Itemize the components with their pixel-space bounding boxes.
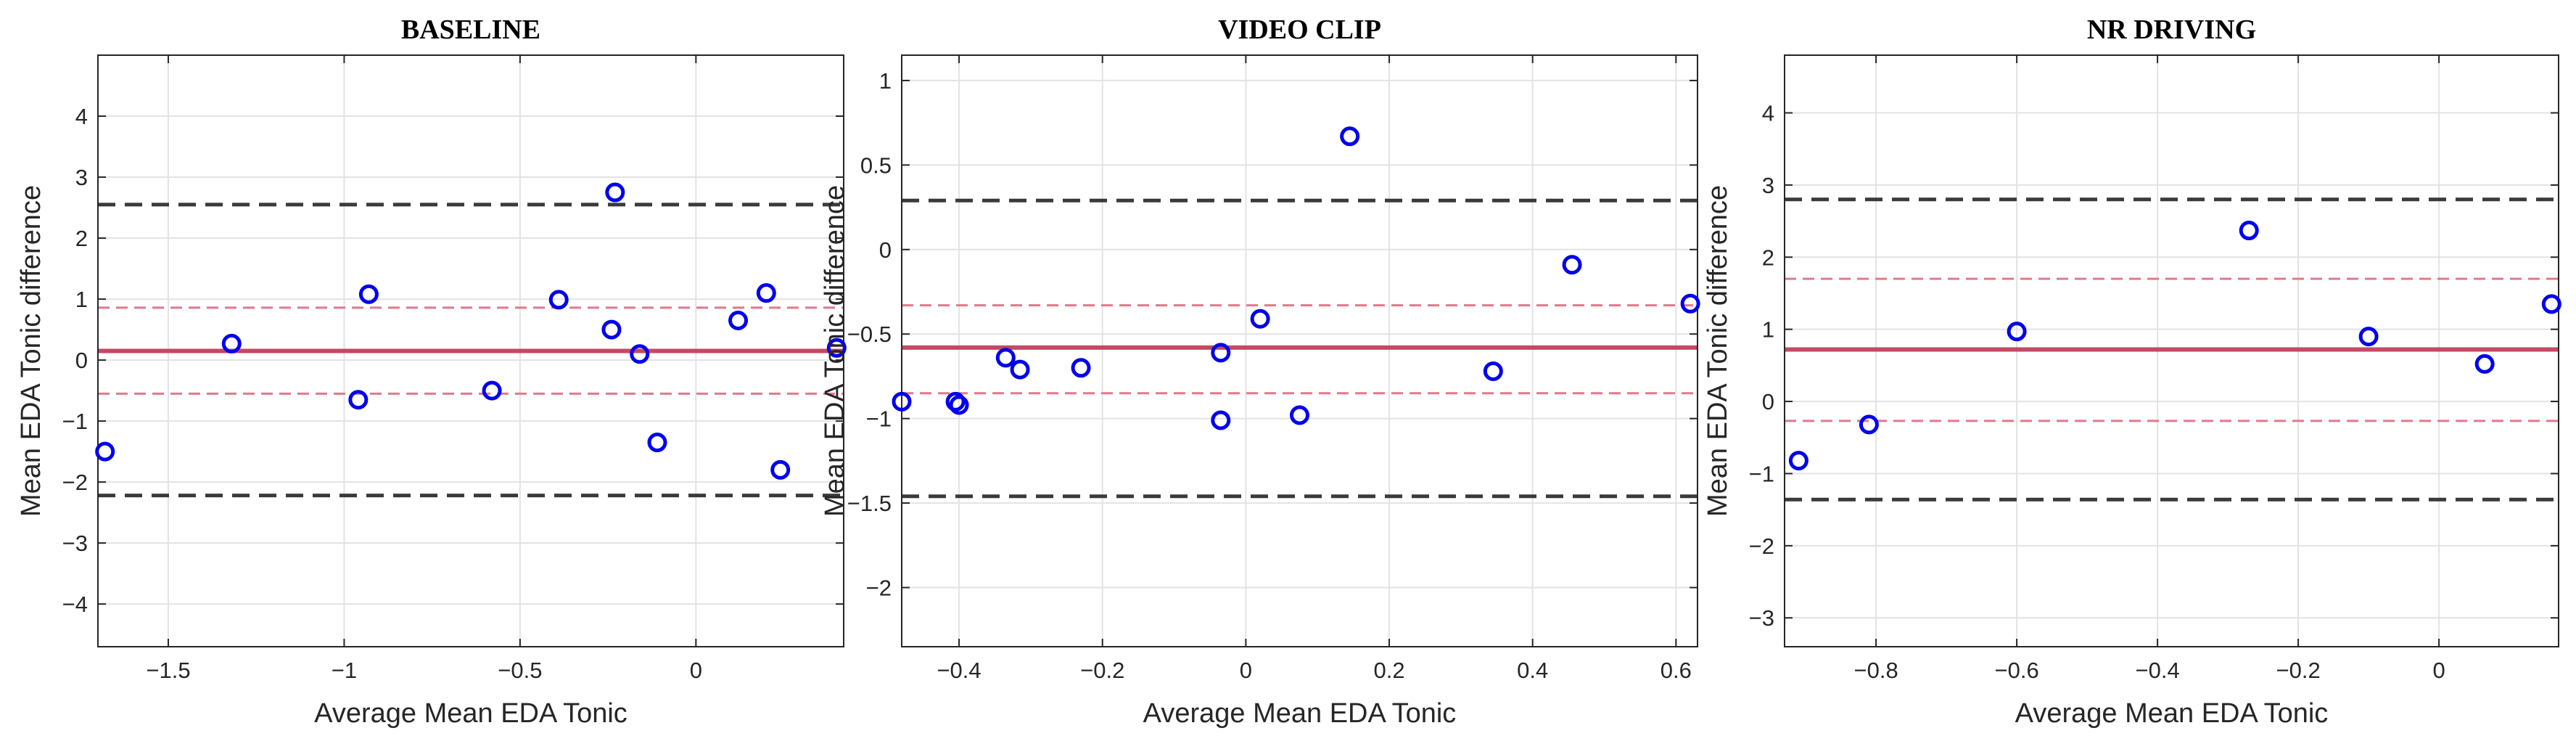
x-tick-label-3: 0 bbox=[690, 658, 702, 683]
data-point-4 bbox=[1010, 359, 1030, 380]
data-point-4 bbox=[2358, 327, 2379, 347]
chart-panel-2: −0.8 −0.6 −0.4 −0.2 0 −3 −2 −1 0 1 2 3 4 NR DRIVING Av… bbox=[1703, 15, 2561, 729]
y-tick-label-7: 4 bbox=[1762, 101, 1774, 126]
y-tick-label-5: 1 bbox=[75, 287, 88, 312]
y-tick-label-5: 2 bbox=[1762, 245, 1774, 270]
chart-title: VIDEO CLIP bbox=[1218, 15, 1381, 45]
data-point-6 bbox=[601, 319, 622, 340]
y-tick-label-2: −1 bbox=[1749, 461, 1774, 486]
x-tick-label-4: 0.4 bbox=[1517, 658, 1548, 683]
y-tick-label-4: 0 bbox=[879, 237, 892, 263]
y-axis-label: Mean EDA Tonic difference bbox=[1703, 185, 1733, 517]
x-tick-label-5: 0.6 bbox=[1661, 658, 1692, 683]
y-tick-label-2: −1 bbox=[866, 406, 892, 432]
data-point-4 bbox=[482, 380, 502, 401]
data-point-1 bbox=[221, 333, 242, 353]
data-point-2 bbox=[2007, 322, 2027, 342]
data-point-9 bbox=[647, 433, 667, 453]
x-tick-label-0: −1.5 bbox=[146, 658, 190, 683]
data-point-2 bbox=[348, 390, 369, 410]
data-point-6 bbox=[2541, 294, 2561, 314]
y-tick-label-6: 2 bbox=[75, 226, 88, 251]
x-axis-label: Average Mean EDA Tonic bbox=[314, 698, 627, 729]
data-point-0 bbox=[892, 391, 912, 412]
y-tick-label-3: −1 bbox=[62, 409, 88, 434]
data-point-7 bbox=[1211, 410, 1231, 430]
data-point-9 bbox=[1290, 405, 1309, 425]
data-point-6 bbox=[1211, 343, 1231, 363]
x-tick-label-2: 0 bbox=[1240, 658, 1252, 683]
data-point-10 bbox=[728, 310, 749, 330]
chart-panel-0: −1.5 −1 −0.5 0 −4 −3 −2 −1 0 1 2 3 4 BASELINE Average … bbox=[16, 15, 847, 729]
y-tick-label-4: 1 bbox=[1762, 317, 1774, 343]
y-tick-label-0: −3 bbox=[1749, 605, 1774, 631]
data-point-12 bbox=[1562, 255, 1582, 275]
data-point-8 bbox=[630, 344, 650, 364]
chart-title: BASELINE bbox=[401, 15, 540, 45]
data-point-7 bbox=[605, 182, 625, 203]
x-axis-label: Average Mean EDA Tonic bbox=[2015, 698, 2329, 729]
x-tick-label-0: −0.8 bbox=[1853, 658, 1898, 683]
x-tick-label-0: −0.4 bbox=[937, 658, 981, 683]
data-point-5 bbox=[2474, 353, 2495, 374]
y-tick-label-3: 0 bbox=[1762, 389, 1774, 414]
y-tick-label-8: 4 bbox=[75, 104, 88, 129]
y-tick-label-7: 3 bbox=[75, 165, 88, 190]
y-tick-label-6: 3 bbox=[1762, 173, 1774, 198]
y-tick-label-6: 1 bbox=[879, 68, 892, 94]
y-tick-label-1: −2 bbox=[1749, 533, 1774, 559]
x-tick-label-1: −1 bbox=[332, 658, 357, 683]
data-point-8 bbox=[1250, 308, 1270, 329]
data-point-2 bbox=[949, 395, 969, 415]
y-tick-label-5: 0.5 bbox=[860, 152, 892, 178]
data-point-11 bbox=[1483, 361, 1503, 381]
y-tick-label-0: −4 bbox=[62, 592, 88, 617]
data-point-0 bbox=[95, 441, 115, 462]
y-axis-label: Mean EDA Tonic difference bbox=[820, 185, 850, 517]
y-tick-label-1: −1.5 bbox=[847, 491, 892, 516]
data-point-3 bbox=[2239, 221, 2259, 241]
y-axis-label: Mean EDA Tonic difference bbox=[16, 185, 46, 517]
x-tick-label-3: 0.2 bbox=[1373, 658, 1404, 683]
data-point-11 bbox=[756, 283, 776, 303]
x-tick-label-2: −0.5 bbox=[498, 658, 542, 683]
y-tick-label-4: 0 bbox=[75, 348, 88, 373]
y-tick-label-2: −2 bbox=[62, 470, 88, 495]
data-point-12 bbox=[770, 459, 791, 480]
data-point-3 bbox=[358, 284, 379, 304]
x-tick-label-1: −0.2 bbox=[1080, 658, 1124, 683]
data-point-1 bbox=[945, 391, 966, 412]
data-point-1 bbox=[1859, 414, 1879, 435]
chart-panel-1: −0.4 −0.2 0 0.2 0.4 0.6 −2 −1.5 −1 −0.5 0 0.5 1 VIDEO… bbox=[820, 15, 1700, 729]
x-tick-label-2: −0.4 bbox=[2135, 658, 2179, 683]
y-tick-label-1: −3 bbox=[62, 531, 88, 556]
data-point-5 bbox=[548, 290, 569, 310]
data-point-5 bbox=[1071, 358, 1091, 378]
data-point-3 bbox=[995, 348, 1016, 368]
x-tick-label-3: −0.2 bbox=[2276, 658, 2320, 683]
x-axis-label: Average Mean EDA Tonic bbox=[1143, 698, 1457, 729]
data-point-13 bbox=[1680, 293, 1700, 314]
data-point-13 bbox=[826, 338, 847, 358]
x-tick-label-4: 0 bbox=[2432, 658, 2445, 683]
axes-box bbox=[901, 54, 1698, 647]
x-tick-label-1: −0.6 bbox=[1994, 658, 2038, 683]
chart-title: NR DRIVING bbox=[2087, 15, 2256, 45]
data-point-10 bbox=[1340, 126, 1360, 147]
y-tick-label-3: −0.5 bbox=[847, 322, 892, 347]
y-tick-label-0: −2 bbox=[866, 576, 892, 601]
axes-box bbox=[1784, 54, 2559, 647]
data-point-0 bbox=[1788, 451, 1808, 471]
